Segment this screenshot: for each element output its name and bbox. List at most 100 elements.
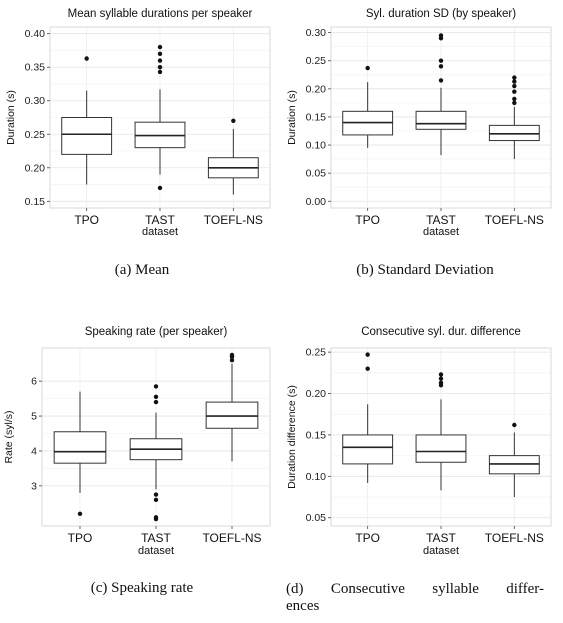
y-axis-label: Duration difference (s) — [286, 385, 298, 489]
chart-title: Syl. duration SD (by speaker) — [366, 8, 516, 20]
y-tick-label: 0.25 — [306, 347, 327, 359]
y-tick-label: 0.20 — [306, 83, 327, 95]
outlier-point — [157, 185, 163, 191]
outlier-point — [438, 58, 444, 63]
y-tick-label: 0.20 — [306, 388, 327, 400]
outlier-point — [512, 422, 517, 428]
outlier-point — [157, 44, 163, 50]
outlier-point — [438, 78, 444, 83]
x-tick-label: TOEFL-NS — [485, 531, 544, 545]
outlier-point — [157, 58, 163, 63]
y-tick-label: 4 — [31, 445, 37, 457]
caption-d-line1: (d) Consecutive syllable differ- — [286, 581, 544, 597]
outlier-point — [512, 100, 517, 106]
box — [488, 124, 540, 142]
chart-svg-diff: 0.05 0.10 0.15 0.20 0.25 TPO TAST TOEFL-NS Conse… — [286, 326, 552, 557]
y-tick-label: 3 — [31, 480, 37, 492]
y-axis-label: Rate (syl/s) — [3, 410, 15, 463]
x-tick-label: TAST — [145, 213, 175, 227]
outlier-point — [231, 118, 236, 124]
caption-b: (b) Standard Deviation — [356, 262, 494, 278]
y-axis-label: Duration (s) — [5, 90, 17, 145]
y-tick-label: 0.05 — [306, 512, 327, 524]
chart-panel-diff: 0.05 0.10 0.15 0.20 0.25 TPO TAST TOEFL-NS Conse… — [281, 318, 563, 563]
y-tick-label: 0.15 — [306, 429, 327, 441]
x-axis-label: dataset — [423, 226, 459, 238]
outlier-point — [512, 89, 517, 94]
outlier-point — [153, 399, 159, 405]
outlier-point — [512, 96, 517, 102]
y-tick-label: 0.35 — [25, 62, 46, 74]
x-tick-label: TOEFL-NS — [204, 213, 263, 227]
outlier-point — [512, 79, 517, 84]
y-tick-label: 0.05 — [306, 168, 327, 180]
x-tick-label: TAST — [426, 531, 456, 545]
x-tick-label: TPO — [68, 531, 93, 545]
outlier-point — [157, 65, 163, 70]
chart-title: Consecutive syl. dur. difference — [361, 326, 521, 338]
outlier-point — [153, 497, 159, 503]
outlier-point — [157, 69, 163, 75]
box — [488, 455, 540, 475]
chart-panel-mean: 0.15 0.20 0.25 0.30 0.35 0.40 TPO TAST TOEFL-NS M… — [0, 0, 282, 250]
x-tick-label: TPO — [74, 213, 99, 227]
x-tick-label: TOEFL-NS — [202, 531, 261, 545]
y-tick-label: 0.15 — [25, 196, 46, 208]
chart-title: Mean syllable durations per speaker — [68, 8, 253, 20]
chart-svg-sd: 0.00 0.05 0.10 0.15 0.20 0.25 0.30 TPO TAST TOEFL… — [286, 8, 552, 238]
box — [61, 117, 113, 155]
x-tick-label: TOEFL-NS — [485, 213, 544, 227]
y-tick-label: 0.00 — [306, 196, 327, 208]
outlier-point — [365, 366, 370, 371]
chart-svg-rate: 3 4 5 6 TPO TAST TOEFL-NS Speaking rate (per sp… — [3, 326, 271, 557]
chart-svg-mean: 0.15 0.20 0.25 0.30 0.35 0.40 TPO TAST TOEFL-NS M… — [5, 8, 271, 238]
y-axis-label: Duration (s) — [286, 90, 298, 145]
outlier-point — [153, 515, 159, 520]
caption-a: (a) Mean — [114, 262, 170, 278]
outlier-point — [512, 83, 517, 89]
outlier-point — [84, 56, 89, 61]
y-tick-label: 0.40 — [25, 28, 46, 40]
outlier-point — [153, 394, 159, 400]
y-tick-label: 0.25 — [306, 55, 327, 67]
y-tick-label: 0.25 — [25, 129, 46, 141]
outlier-point — [153, 384, 159, 389]
outlier-point — [365, 65, 370, 71]
outlier-point — [229, 358, 235, 363]
x-tick-label: TAST — [426, 213, 456, 227]
y-tick-label: 0.15 — [306, 111, 327, 123]
y-tick-label: 0.30 — [306, 27, 327, 39]
outlier-point — [153, 492, 159, 497]
x-tick-label: TAST — [141, 531, 171, 545]
outlier-point — [438, 33, 444, 38]
x-tick-label: TPO — [355, 531, 380, 545]
outlier-point — [157, 51, 163, 57]
chart-panel-sd: 0.00 0.05 0.10 0.15 0.20 0.25 0.30 TPO TAST TOEFL… — [281, 0, 563, 250]
chart-title: Speaking rate (per speaker) — [85, 326, 228, 338]
outlier-point — [77, 511, 83, 516]
box — [205, 401, 259, 429]
box — [342, 434, 394, 465]
x-axis-label: dataset — [138, 545, 174, 557]
outlier-point — [512, 75, 517, 80]
y-tick-label: 5 — [31, 411, 37, 423]
y-tick-label: 6 — [31, 376, 37, 388]
outlier-point — [365, 352, 370, 357]
outlier-point — [438, 64, 444, 69]
y-tick-label: 0.30 — [25, 95, 46, 107]
outlier-point — [438, 372, 444, 377]
outlier-point — [229, 352, 235, 358]
x-tick-label: TPO — [355, 213, 380, 227]
outlier-point — [438, 380, 444, 385]
box — [415, 110, 467, 130]
x-axis-label: dataset — [423, 545, 459, 557]
x-axis-label: dataset — [142, 226, 178, 238]
y-tick-label: 0.20 — [25, 162, 46, 174]
box — [415, 434, 467, 463]
caption-c: (c) Speaking rate — [90, 580, 194, 596]
y-tick-label: 0.10 — [306, 140, 327, 152]
box — [53, 431, 107, 464]
y-tick-label: 0.10 — [306, 471, 327, 483]
caption-d-line2: ences — [286, 598, 320, 614]
outlier-point — [438, 376, 444, 381]
